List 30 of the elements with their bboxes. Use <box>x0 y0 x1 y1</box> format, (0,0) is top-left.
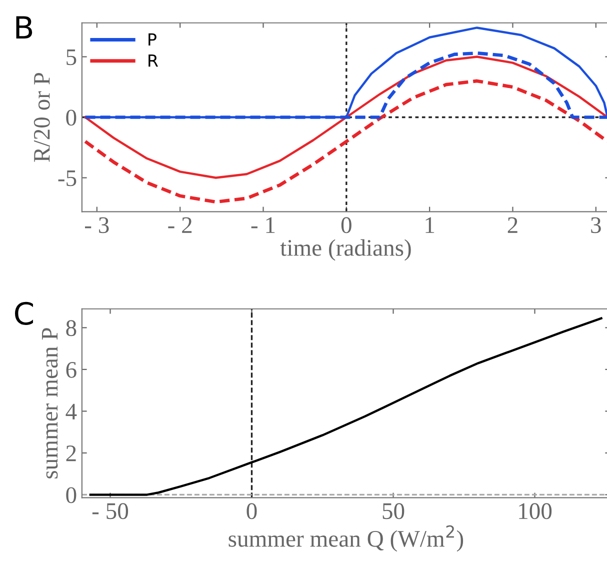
legend-label: P <box>148 33 156 46</box>
y-tick-label: 0 <box>66 110 76 126</box>
y-tick-label: 2 <box>66 446 76 462</box>
y-axis-title: R/20 or P <box>34 72 50 162</box>
y-tick-label: 0 <box>66 487 76 504</box>
x-axis-title: summer mean Q (W/m$^{2}$) <box>228 525 464 552</box>
x-tick-label: 100 <box>519 503 552 520</box>
y-tick-label: 8 <box>66 320 76 336</box>
x-tick-label: 0 <box>341 217 352 234</box>
line-series <box>84 79 607 204</box>
x-tick-label: - 3 <box>85 217 109 234</box>
x-tick-label: 0 <box>246 503 257 520</box>
x-tick-label: 1 <box>426 217 434 233</box>
y-tick-label: 6 <box>66 362 76 378</box>
y-tick-label: -5 <box>58 170 76 186</box>
y-axis-title: summer mean P <box>42 328 58 478</box>
x-tick-label: - 1 <box>251 217 275 233</box>
legend-label: R <box>148 54 158 67</box>
x-axis-title: time (radians) <box>280 239 411 261</box>
x-tick-label: - 50 <box>92 503 128 520</box>
line-series <box>89 317 602 496</box>
x-tick-label: 2 <box>508 217 518 233</box>
text: C <box>15 302 33 325</box>
text: B <box>16 16 32 39</box>
x-tick-label: - 2 <box>168 217 192 233</box>
y-tick-label: 5 <box>66 49 76 66</box>
y-tick-label: 4 <box>66 404 77 420</box>
line-series <box>84 56 607 179</box>
x-tick-label: 3 <box>591 217 601 234</box>
x-tick-label: 50 <box>382 503 404 520</box>
